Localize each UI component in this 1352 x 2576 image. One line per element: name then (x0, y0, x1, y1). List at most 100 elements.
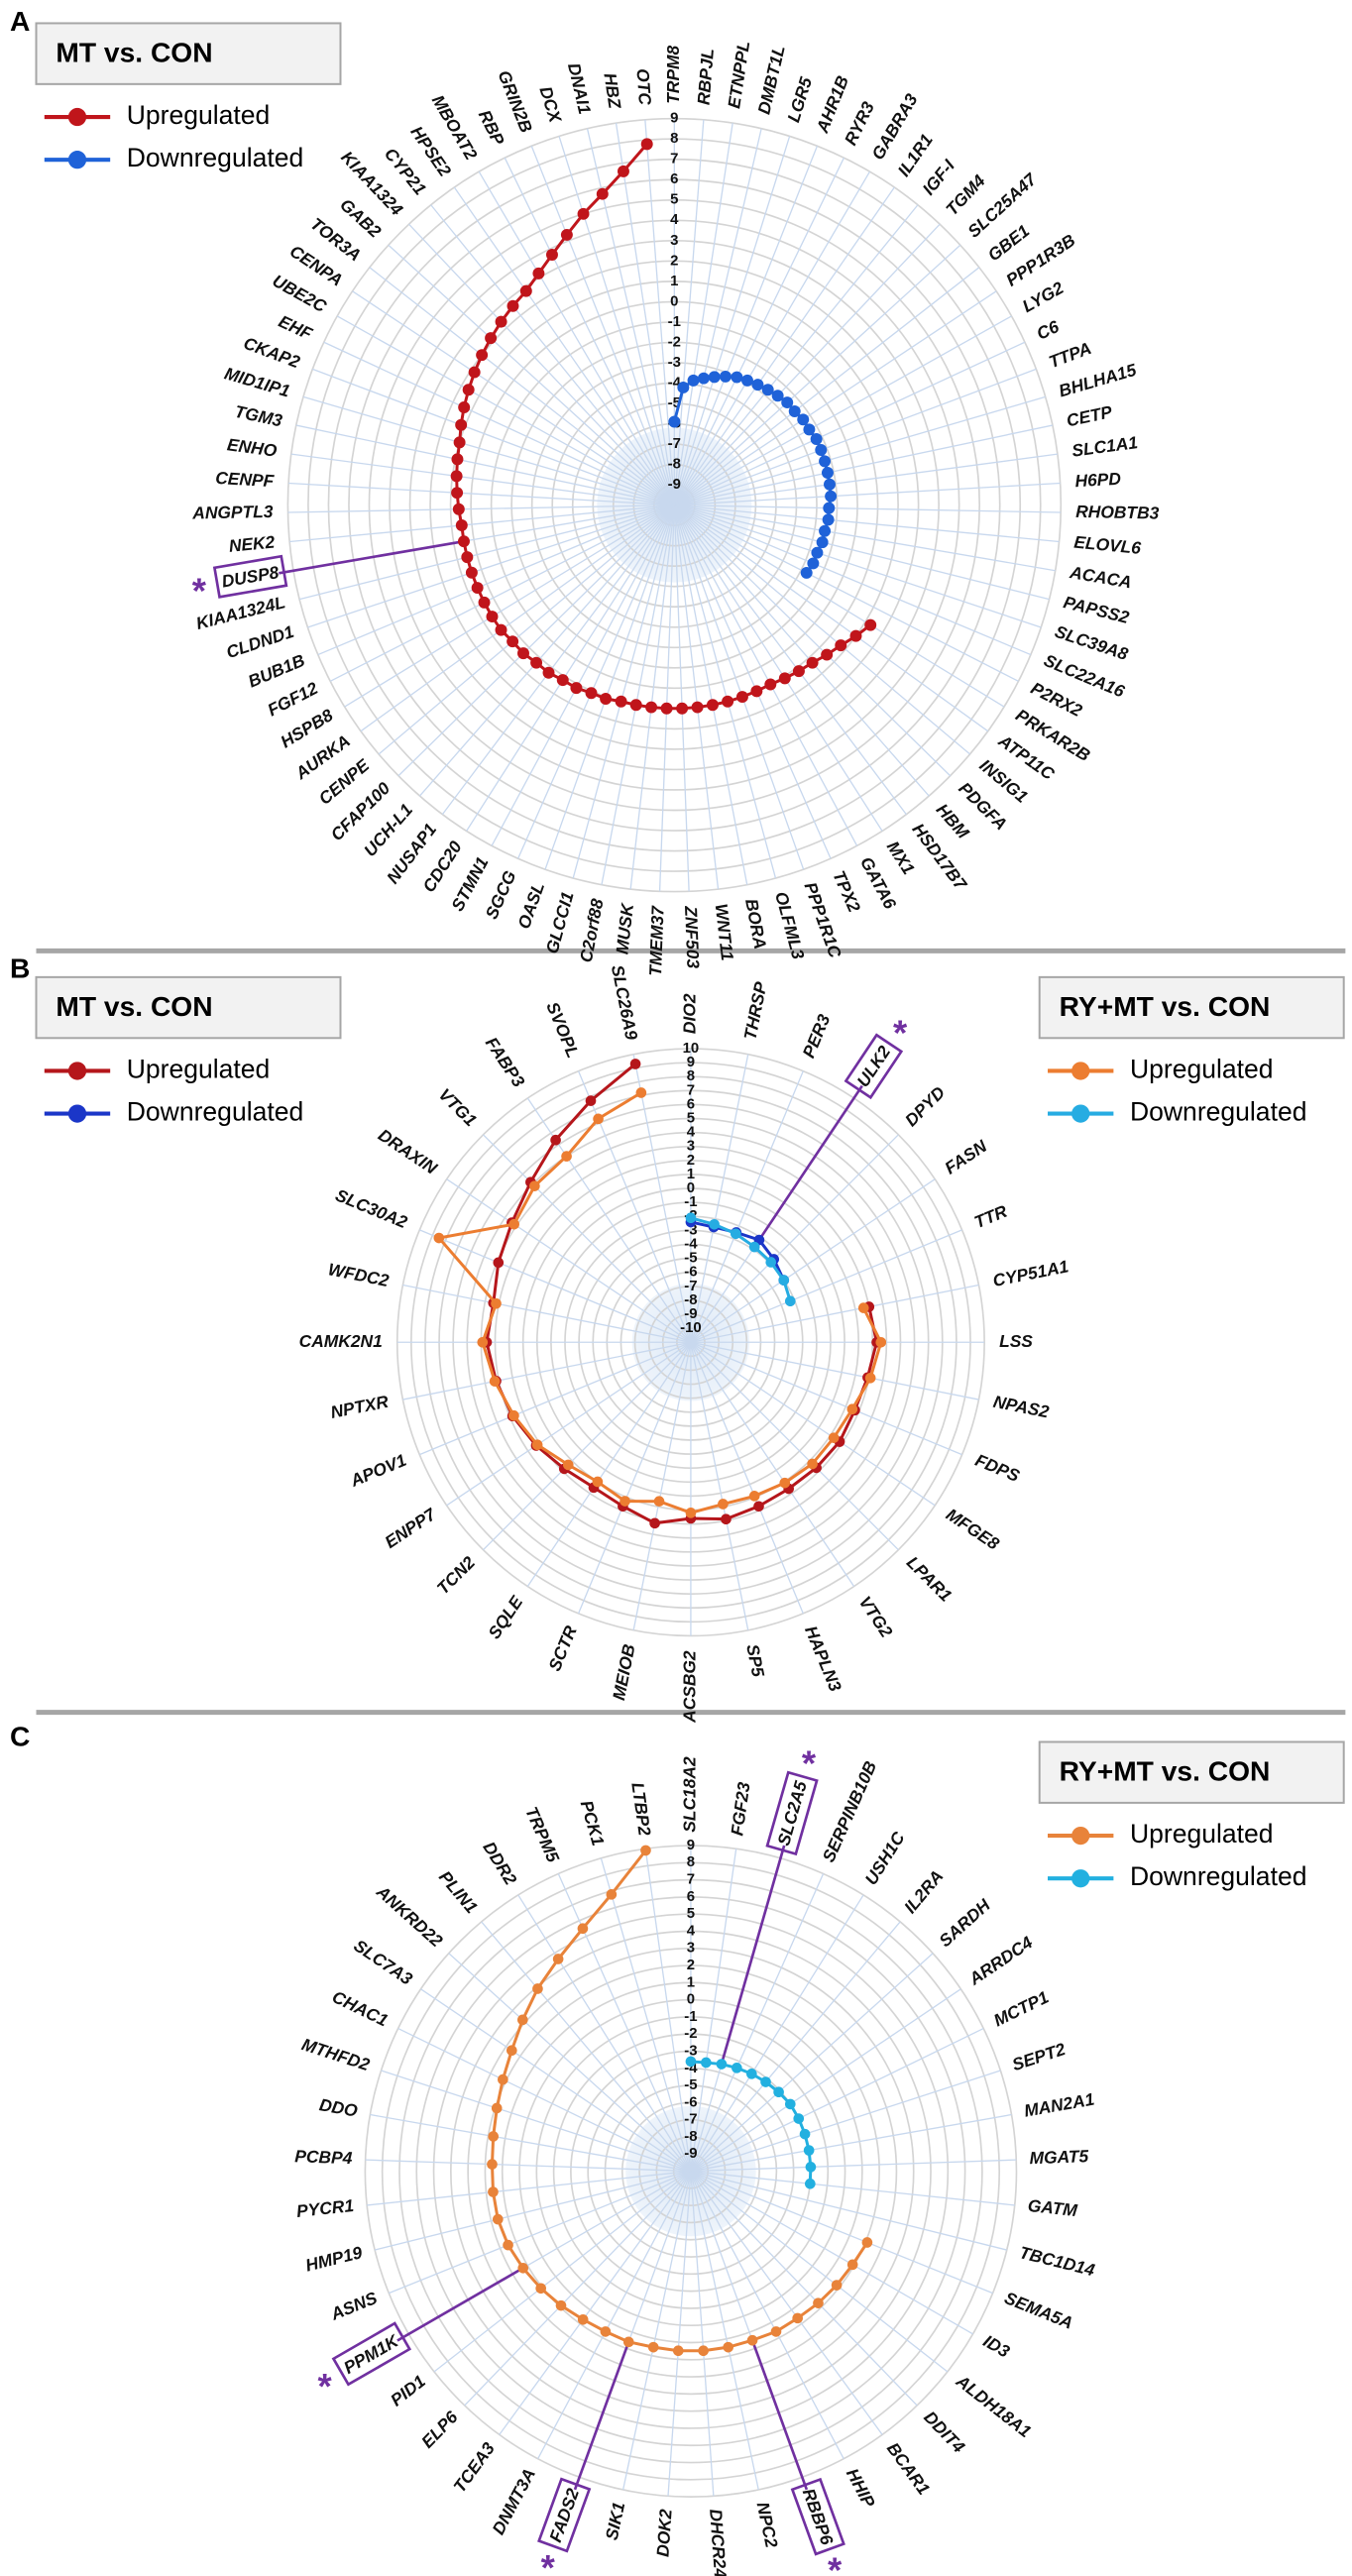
category-label-group: PYCR1 (295, 2195, 355, 2221)
category-label: GLCCI1 (542, 889, 578, 955)
series-point (701, 2057, 712, 2069)
category-label: CETP (1065, 401, 1114, 430)
category-label: DRAXIN (375, 1125, 441, 1178)
series-point (824, 478, 836, 491)
category-label-group: DNMT3A (488, 2465, 539, 2537)
category-label-group: DMBT1L (753, 44, 788, 116)
category-label-group: SLC2A5 (765, 1770, 819, 1856)
series-point (803, 423, 816, 436)
legend-title-box (1038, 1740, 1345, 1804)
spoke (483, 1341, 692, 1551)
legend-label: Downregulated (127, 1097, 303, 1127)
category-label: GATM (1027, 2195, 1078, 2220)
series-point (849, 629, 862, 642)
highlight-box (790, 2477, 845, 2556)
category-label-group: CHAC1 (329, 1986, 392, 2030)
category-label: HBZ (600, 71, 624, 111)
spoke (673, 136, 791, 505)
category-label: SLC7A3 (350, 1936, 416, 1989)
category-label-group: ANGPTL3 (191, 502, 274, 523)
highlight-box (765, 1770, 819, 1856)
spoke (402, 1341, 692, 1400)
series-point (488, 2131, 499, 2142)
spoke (389, 2170, 692, 2295)
series-point (529, 1180, 540, 1191)
category-label-group: CYP51A1 (991, 1256, 1070, 1290)
category-label-group: DDO (318, 2094, 360, 2120)
category-label: CAMK2N1 (299, 1331, 383, 1351)
legend-dot (1071, 1062, 1090, 1080)
series-point (433, 1232, 445, 1244)
category-label-group: ALDH18A1 (952, 2370, 1035, 2441)
series-point (771, 390, 784, 402)
series-point (488, 2186, 499, 2197)
series-point (645, 701, 658, 714)
category-label: ENPP7 (381, 1504, 440, 1552)
series-point (861, 2237, 873, 2248)
spoke (478, 170, 675, 505)
spoke (537, 2171, 692, 2459)
series-point (498, 2073, 508, 2085)
series-point (748, 1491, 760, 1502)
spoke (690, 1341, 899, 1551)
series-point (793, 2113, 805, 2124)
category-label: NEK2 (228, 532, 276, 556)
spoke (673, 504, 858, 846)
category-label-group: CENPF (215, 468, 275, 491)
category-label-group: TGM3 (233, 401, 284, 431)
legend-dot (67, 1104, 87, 1123)
spoke (466, 504, 675, 832)
series-point (508, 1218, 519, 1230)
series-point (719, 370, 732, 383)
category-label: SVOPL (542, 999, 583, 1061)
category-label-group: SVOPL (542, 999, 583, 1061)
category-label: ENHO (226, 434, 279, 461)
series-point (746, 2334, 758, 2346)
series-point (622, 2336, 634, 2348)
spoke (295, 424, 675, 506)
category-label: CHAC1 (329, 1986, 392, 2030)
category-label: LTBP2 (627, 1781, 654, 1837)
spoke (601, 504, 675, 885)
category-label: ARRDC4 (964, 1932, 1036, 1989)
series-point (792, 665, 805, 678)
category-label-group: HAPLN3 (801, 1623, 845, 1694)
series-point (653, 1496, 665, 1508)
highlight-asterisk: * (317, 2366, 332, 2407)
spoke (690, 1848, 737, 2172)
y-tick-label: 2 (687, 1152, 695, 1169)
category-label: RYR3 (841, 98, 878, 149)
series-point (640, 1845, 651, 1856)
category-label-group: MTHFD2 (299, 2034, 373, 2074)
spoke (517, 504, 675, 859)
y-tick-label: 5 (687, 1110, 695, 1127)
category-label-group: GLCCI1 (542, 889, 578, 955)
highlight-box (844, 1033, 904, 1100)
spoke (517, 1894, 692, 2172)
series-point (875, 1336, 887, 1348)
spoke (690, 1054, 749, 1343)
series-point (508, 1409, 519, 1421)
spoke (673, 290, 997, 506)
category-label-group: PPM1K (331, 2321, 412, 2387)
spoke (352, 290, 675, 506)
series-point (660, 702, 673, 715)
series-point (519, 284, 532, 297)
category-label-group: TCN2 (433, 1552, 480, 1599)
y-tick-label: 10 (683, 1040, 700, 1057)
spoke (690, 2070, 1001, 2173)
y-tick-label: 1 (687, 1973, 695, 1990)
highlight-connector (720, 1845, 786, 2065)
spoke (673, 123, 733, 505)
category-label-group: SLC30A2 (333, 1184, 411, 1232)
series-point (492, 2213, 504, 2225)
spoke (369, 267, 675, 506)
category-label-group: RYR3 (841, 98, 878, 149)
y-tick-label: -3 (684, 2042, 697, 2059)
category-label-group: DHCR24 (706, 2509, 731, 2576)
category-label-group: SIK1 (602, 2501, 629, 2542)
y-tick-label: 4 (687, 1922, 696, 1939)
series-point (687, 374, 700, 387)
category-label-group: TRPM8 (663, 45, 683, 103)
category-label-group: LTBP2 (627, 1781, 654, 1837)
